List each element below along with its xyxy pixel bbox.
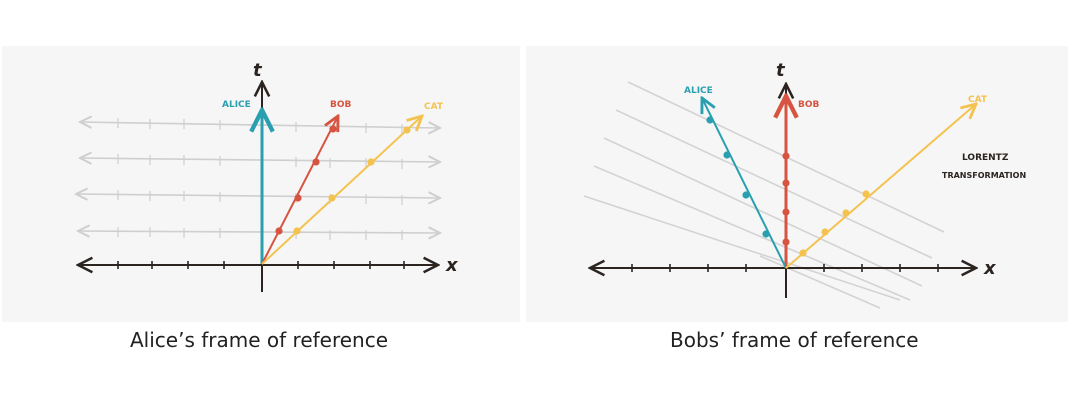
simultaneity-line	[78, 231, 440, 233]
bob-event-dot	[294, 194, 302, 202]
cat-event-dot	[403, 126, 411, 134]
x-axis-label: x	[445, 255, 459, 276]
simultaneity-line	[603, 137, 923, 287]
cat-events	[799, 190, 870, 257]
cat-event-dot	[367, 158, 375, 166]
cat-event-dot	[862, 190, 870, 198]
simultaneity-line	[76, 194, 440, 198]
simultaneity-line	[80, 158, 440, 162]
tilted-simultaneity-lines	[583, 81, 945, 309]
cat-event-dot	[842, 209, 850, 217]
cat-event-dot	[799, 249, 807, 257]
alice-event-dot	[742, 191, 750, 199]
simultaneity-line	[583, 195, 901, 301]
simultaneity-line	[593, 165, 911, 301]
alice-event-dot	[723, 151, 731, 159]
simultaneity-line	[80, 122, 440, 128]
cat-event-dot	[821, 228, 829, 236]
lorentz-note-line2: TRANSFORMATION	[942, 171, 1026, 180]
simultaneity-lines	[76, 118, 440, 240]
bob-label: BOB	[330, 100, 352, 110]
bob-event-dot	[275, 227, 283, 235]
bob-label: BOB	[798, 100, 820, 110]
cat-label: CAT	[424, 102, 444, 112]
bob-frame-diagram: x t BOB ALICE CAT	[583, 60, 1026, 309]
cat-worldline	[261, 116, 422, 265]
bob-event-dot	[312, 158, 320, 166]
x-axis-ticks	[631, 264, 939, 272]
alice-event-dot	[762, 230, 770, 238]
grid-ticks	[117, 118, 403, 240]
cat-event-dot	[293, 227, 301, 235]
simultaneity-line	[615, 109, 933, 259]
alice-frame-diagram: x t ALICE BOB CAT	[76, 60, 459, 292]
bob-event-dot	[782, 179, 790, 187]
t-axis-label: t	[253, 60, 263, 81]
cat-event-dot	[328, 194, 336, 202]
cat-events	[293, 126, 411, 235]
bob-event-dot	[782, 152, 790, 160]
alice-event-dot	[706, 116, 714, 124]
bob-frame-caption: Bobs’ frame of reference	[670, 328, 919, 352]
bob-event-dot	[782, 238, 790, 246]
alice-worldline	[702, 98, 787, 269]
bob-events	[782, 152, 790, 246]
lorentz-note-line1: LORENTZ	[962, 153, 1009, 163]
alice-frame-caption: Alice’s frame of reference	[130, 328, 389, 352]
simultaneity-line	[759, 255, 881, 309]
alice-label: ALICE	[684, 86, 713, 96]
x-axis-label: x	[983, 258, 997, 279]
bob-event-dot	[782, 208, 790, 216]
cat-label: CAT	[968, 95, 988, 105]
bob-worldline	[261, 116, 338, 265]
bob-event-dot	[329, 125, 337, 133]
alice-label: ALICE	[222, 100, 251, 110]
alice-events	[706, 116, 770, 238]
x-axis-ticks	[117, 261, 405, 269]
t-axis-label: t	[776, 60, 786, 81]
cat-worldline	[785, 104, 976, 269]
bob-events	[275, 125, 337, 235]
